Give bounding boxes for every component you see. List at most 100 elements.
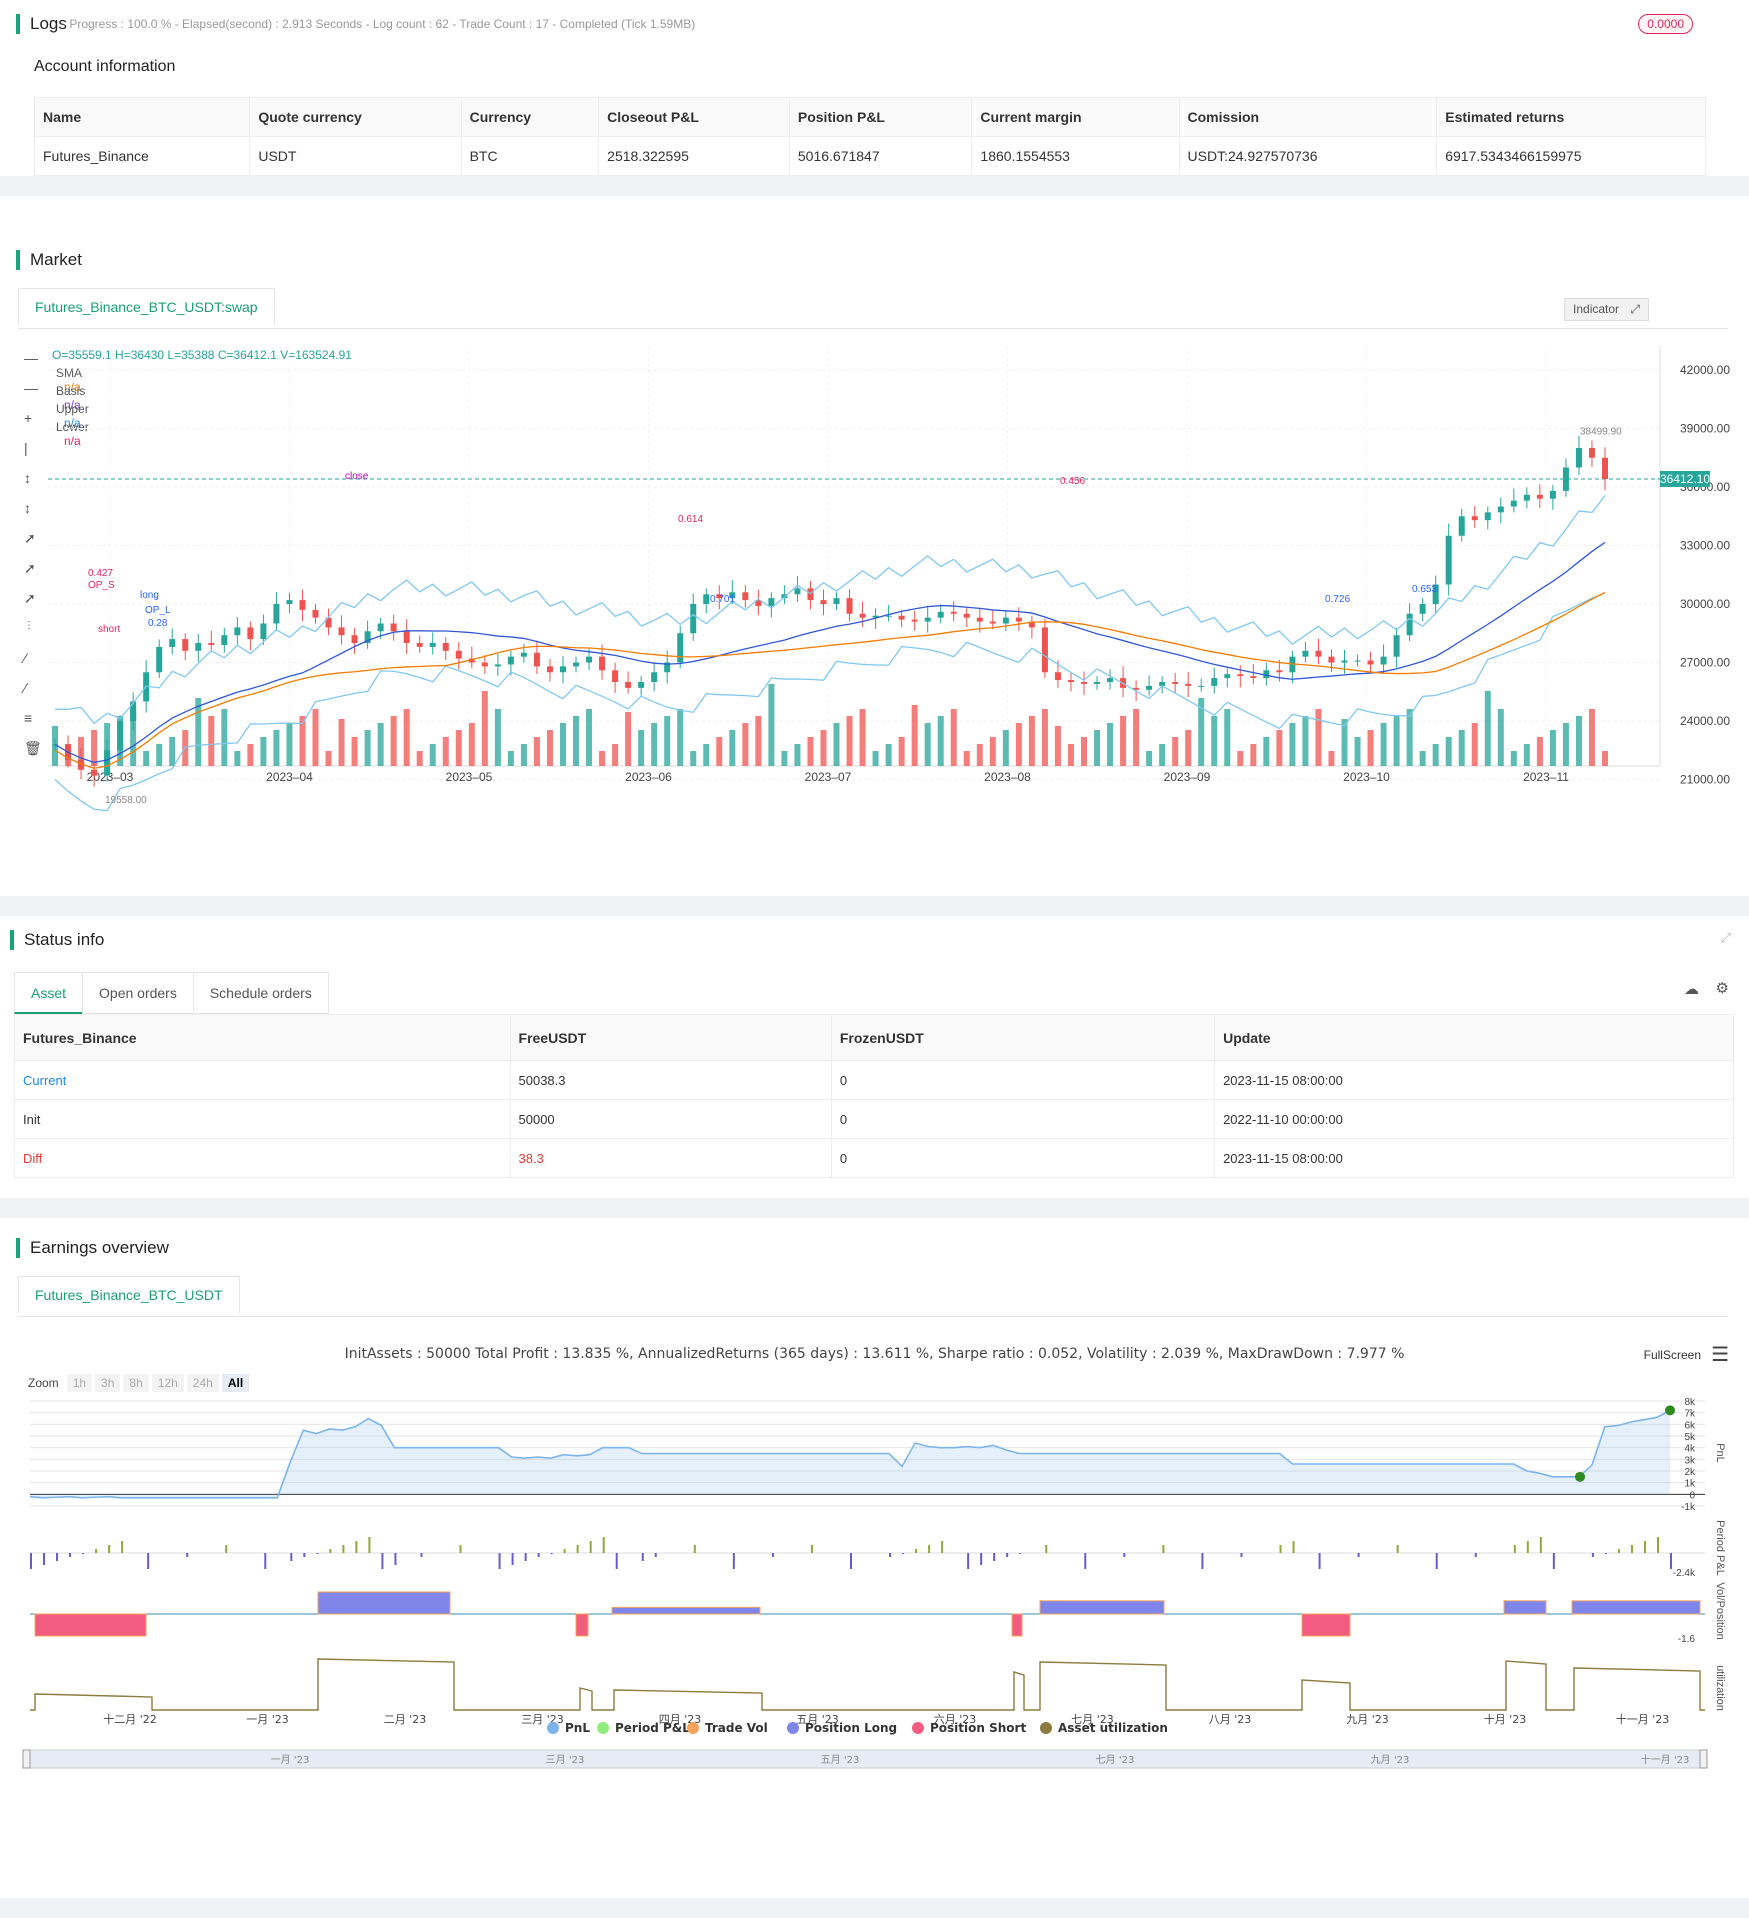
volume-bar [976,744,983,766]
sma-line [54,591,1606,769]
indicator-button[interactable]: Indicator ⤢ [1564,298,1649,321]
period-bar [1630,1545,1633,1553]
zoom-8h[interactable]: 8h [123,1374,149,1392]
volume-bar [1575,716,1582,766]
status-tab-schedule-orders[interactable]: Schedule orders [192,972,329,1014]
settings-icon[interactable]: ⚙ [1715,980,1729,997]
market-tab[interactable]: Futures_Binance_BTC_USDT:swap [18,288,275,326]
legend-symbol [912,1722,924,1734]
price-label-icon[interactable]: ⋮ [24,620,34,631]
candle-body [1445,535,1452,585]
trash-icon[interactable]: 🗑 [24,740,42,756]
navigator-label: 三月 '23 [546,1754,585,1766]
volume-bar [729,730,736,766]
candlestick-chart[interactable]: 42000.0039000.0036000.0033000.0030000.00… [0,336,1749,896]
vertical-segment-icon[interactable]: ↕ [24,470,31,486]
candle-body [546,666,553,673]
period-tick-label: -2.4k [1673,1568,1696,1579]
period-bar [602,1537,605,1553]
volume-bar [1133,709,1140,766]
zoom-12h[interactable]: 12h [151,1374,184,1392]
volume-bar [299,716,306,766]
cloud-download-icon[interactable]: ☁ [1684,981,1699,998]
pnl-tick-label: 3k [1684,1455,1696,1466]
candle-body [1419,604,1426,614]
period-bar [941,1541,944,1553]
navigator-handle-left [22,1749,31,1769]
status-tab-open-orders[interactable]: Open orders [82,972,194,1014]
zoom-All[interactable]: All [221,1374,250,1392]
volume-bar [364,730,371,766]
candle-body [1067,680,1074,682]
volume-bar [1523,744,1530,766]
candle-body [1002,617,1009,624]
zoom-24h[interactable]: 24h [186,1374,219,1392]
menu-icon[interactable]: ☰ [1711,1344,1729,1366]
volume-bar [1302,716,1309,766]
candle-body [1328,656,1335,663]
trend-line-icon[interactable]: ➚ [24,530,36,546]
account-cell-7: 6917.5343466159975 [1436,136,1706,176]
earnings-tab[interactable]: Futures_Binance_BTC_USDT [18,1276,240,1314]
earnings-time-label: 五月 '23 [796,1713,839,1726]
ray-line-icon[interactable]: ➚ [24,560,36,576]
time-tick-label: 2023–04 [266,770,313,784]
parallel-channel-icon[interactable]: ∕ [24,650,27,666]
position-block [317,1591,451,1615]
pane-label: Vol/Position [1714,1582,1726,1639]
period-bar [641,1553,644,1561]
vertical-line-icon[interactable]: | [24,440,28,456]
horizontal-ray-icon[interactable]: — [24,380,38,396]
volume-bar [1549,730,1556,766]
expand-icon[interactable]: ⤢ [1630,302,1640,316]
fullscreen-button[interactable]: FullScreen [1644,1348,1701,1362]
cross-line-icon[interactable]: + [24,410,33,426]
period-bar [56,1553,59,1561]
period-bar [329,1549,332,1553]
zoom-1h[interactable]: 1h [66,1374,93,1392]
volume-bar [664,716,671,766]
candle-body [1315,650,1322,657]
account-title: Account information [34,58,176,75]
high-price-label: 38499.90 [1580,426,1622,437]
trade-annotation: 0.28 [148,618,168,629]
collapse-icon[interactable]: ⤢ [1720,930,1731,945]
pitchfork-icon[interactable]: ∕ [24,680,27,696]
pnl-tick-label: 8k [1684,1398,1696,1408]
period-bar [459,1545,462,1553]
period-bar [615,1553,618,1569]
candle-body [872,615,879,618]
price-tick-label: 33000.00 [1680,539,1730,553]
volume-bar [91,730,98,766]
candle-body [312,609,319,618]
status-tab-asset[interactable]: Asset [14,972,84,1014]
navigator-label: 七月 '23 [1096,1754,1135,1766]
fib-retracement-icon[interactable]: ≡ [24,710,33,726]
extended-line-icon[interactable]: ➚ [24,590,36,606]
position-block [575,1613,589,1637]
earnings-title: Earnings overview [16,1238,169,1258]
candle-body [481,662,488,667]
volume-bar [820,730,827,766]
price-range-icon[interactable]: ↕ [24,500,31,516]
horizontal-line-icon[interactable]: — [24,350,38,366]
volume-bar [195,698,202,766]
candle-body [182,639,189,651]
price-tick-label: 27000.00 [1680,656,1730,670]
candle-body [1471,516,1478,521]
volume-bar [1588,709,1595,766]
volume-bar [1185,730,1192,766]
volume-bar [455,730,462,766]
zoom-3h[interactable]: 3h [95,1374,121,1392]
low-price-label: 19558.00 [105,795,147,806]
period-bar [993,1553,996,1561]
volume-bar [481,691,488,766]
volume-bar [1080,737,1087,766]
logs-badge[interactable]: 0.0000 [1638,14,1693,34]
volume-bar [351,737,358,766]
max-pnl-marker [1665,1405,1675,1416]
volume-bar [1471,723,1478,766]
volume-bar [1041,709,1048,766]
volume-bar [612,744,619,766]
